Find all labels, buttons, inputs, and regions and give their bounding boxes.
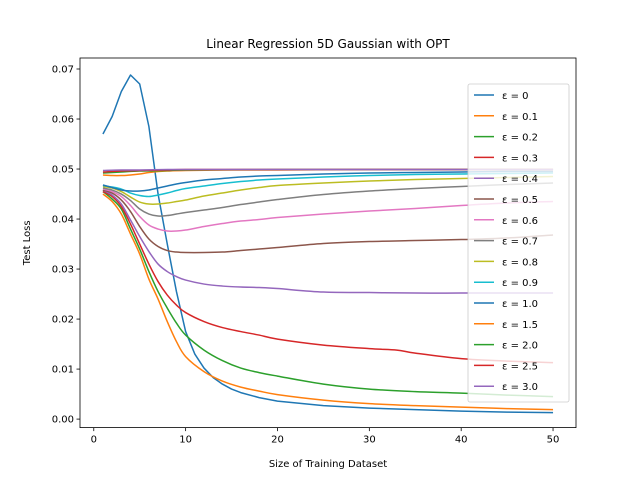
series-line-4 [102,189,554,294]
x-tick-label: 10 [179,435,192,446]
series-line-6 [102,188,554,232]
legend-entry-label: ε = 2.5 [502,361,538,372]
legend-entry-label: ε = 0 [502,91,529,102]
y-axis: 0.00 0.01 0.02 0.03 0.04 0.05 0.06 0.07 [52,65,80,426]
series-line-14 [102,168,554,172]
series-line-3 [102,190,554,364]
x-axis-label: Size of Training Dataset [269,459,387,470]
y-tick-label: 0.03 [52,265,74,276]
series-line-9 [102,172,554,198]
legend-entry-label: ε = 0.6 [502,216,538,227]
chart-title: Linear Regression 5D Gaussian with OPT [206,37,450,51]
axes-frame [79,57,577,429]
y-tick-label: 0.00 [52,415,74,426]
y-tick-label: 0.04 [52,215,74,226]
legend-entry-label: ε = 0.5 [502,195,538,206]
y-tick-label: 0.01 [52,365,74,376]
series-line-7 [102,182,554,217]
y-tick-label: 0.06 [52,115,74,126]
legend-entry-label: ε = 3.0 [502,382,538,393]
legend-entry-label: ε = 0.2 [502,133,538,144]
x-axis: 0 10 20 30 40 50 [91,427,560,446]
series-line-0 [102,74,554,414]
y-tick-label: 0.05 [52,165,74,176]
x-tick-label: 30 [363,435,376,446]
x-tick-label: 40 [455,435,468,446]
y-axis-label: Test Loss [22,220,33,266]
plot-area [102,74,554,414]
legend-box [467,83,570,403]
legend-entry-label: ε = 1.5 [502,320,538,331]
series-line-1 [102,193,554,411]
series-line-5 [102,189,554,254]
legend-entry-label: ε = 0.3 [502,153,538,164]
series-line-10 [102,170,554,192]
x-tick-label: 20 [271,435,284,446]
legend-entry-label: ε = 0.8 [502,257,538,268]
legend-entry-label: ε = 0.7 [502,237,538,248]
legend-entry-label: ε = 0.4 [502,174,538,185]
legend: ε = 0 ε = 0.1 ε = 0.2 ε = 0.3 ε = 0.4 ε = 0.5… [467,83,570,403]
y-tick-label: 0.02 [52,315,74,326]
series-line-8 [102,175,554,205]
legend-entry-label: ε = 1.0 [502,299,538,310]
legend-entry-label: ε = 0.1 [502,112,538,123]
series-line-2 [102,190,554,398]
y-tick-label: 0.07 [52,65,74,76]
legend-entry-label: ε = 0.9 [502,278,538,289]
legend-entry-label: ε = 2.0 [502,341,538,352]
x-tick-label: 50 [547,435,560,446]
x-tick-label: 0 [91,435,97,446]
